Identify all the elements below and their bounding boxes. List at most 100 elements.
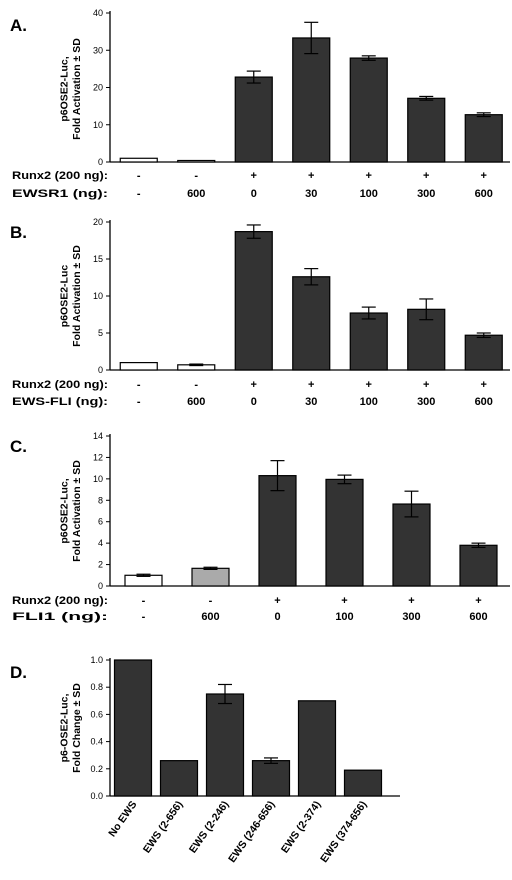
y-tick-label: 2 <box>98 560 103 570</box>
condition-label: EWSR1 (ng): <box>12 188 108 200</box>
y-tick-label: 0.6 <box>90 709 103 719</box>
x-category-label: EWS (2-374) <box>279 799 324 856</box>
condition-value: 30 <box>305 188 317 200</box>
bar <box>113 659 153 797</box>
condition-value: - <box>142 595 146 607</box>
condition-value: - <box>137 396 141 408</box>
condition-value: 0 <box>251 188 257 200</box>
y-tick-label: 1.0 <box>90 655 103 665</box>
y-tick-label: 10 <box>93 120 103 130</box>
bar <box>258 475 297 587</box>
bar <box>251 760 291 797</box>
condition-value: - <box>209 595 213 607</box>
y-tick-label: 40 <box>93 8 103 18</box>
bar <box>343 769 383 797</box>
condition-value: 30 <box>305 396 317 408</box>
x-category-label: EWS (2-246) <box>187 799 232 856</box>
condition-value: - <box>194 170 198 182</box>
condition-label: Runx2 (200 ng): <box>12 379 108 391</box>
y-tick-label: 12 <box>93 452 103 462</box>
y-axis-title: p6-OSE2-Luc,Fold Change ± SD <box>58 683 83 773</box>
chart-panel-4: D. p6-OSE2-Luc,Fold Change ± SD 0.0 0.2 0.4 0… <box>10 655 400 865</box>
bar <box>191 567 230 587</box>
x-category-label: EWS (374-656) <box>318 799 369 865</box>
bar <box>392 503 431 587</box>
panel-label: C. <box>10 437 27 456</box>
condition-value: - <box>137 170 141 182</box>
bar <box>459 544 498 587</box>
y-axis-title-line: p6OSE2-Luc, <box>58 56 70 121</box>
y-tick-label: 0 <box>98 365 103 375</box>
panel-label: B. <box>10 223 27 242</box>
condition-value: 0 <box>274 611 280 623</box>
condition-value: - <box>137 379 141 391</box>
condition-value: 600 <box>187 396 205 408</box>
y-axis-title: p6OSE2-Luc,Fold Activation ± SD <box>58 460 83 562</box>
bar <box>464 114 503 163</box>
condition-value: + <box>251 379 257 391</box>
condition-value: 300 <box>402 611 420 623</box>
y-tick-label: 14 <box>93 431 103 441</box>
condition-value: 100 <box>360 396 378 408</box>
y-tick-label: 0.0 <box>90 791 103 801</box>
y-axis-title-line: Fold Activation ± SD <box>71 460 83 562</box>
condition-value: 600 <box>469 611 487 623</box>
condition-value: - <box>194 379 198 391</box>
bar <box>177 159 216 163</box>
condition-value: + <box>408 595 414 607</box>
y-axis-title-line: Fold Change ± SD <box>71 683 83 773</box>
condition-value: 100 <box>360 188 378 200</box>
condition-value: + <box>366 170 372 182</box>
y-tick-label: 0 <box>98 581 103 591</box>
bar <box>407 97 446 163</box>
y-tick-label: 0.2 <box>90 764 103 774</box>
condition-label: Runx2 (200 ng): <box>12 170 108 182</box>
y-tick-label: 6 <box>98 517 103 527</box>
bar <box>325 478 364 587</box>
bar <box>297 700 337 797</box>
bar <box>464 334 503 371</box>
chart-panel-3: C. p6OSE2-Luc,Fold Activation ± SD 0 2 4 6 8 10… <box>10 431 510 623</box>
condition-value: + <box>423 170 429 182</box>
y-axis-title-line: p6-OSE2-Luc, <box>58 694 70 763</box>
condition-value: - <box>137 188 141 200</box>
condition-value: + <box>475 595 481 607</box>
y-tick-label: 0.8 <box>90 682 103 692</box>
condition-value: 300 <box>417 396 435 408</box>
y-tick-label: 0.4 <box>90 737 103 747</box>
condition-label: FLI1 (ng): <box>12 611 108 623</box>
condition-value: + <box>308 170 314 182</box>
bar <box>292 276 331 371</box>
y-tick-label: 20 <box>93 83 103 93</box>
y-tick-label: 15 <box>93 254 103 264</box>
condition-value: 600 <box>187 188 205 200</box>
condition-value: + <box>251 170 257 182</box>
y-tick-label: 5 <box>98 328 103 338</box>
bar <box>205 693 245 797</box>
condition-label: Runx2 (200 ng): <box>12 595 108 607</box>
y-tick-label: 0 <box>98 157 103 167</box>
y-axis-title-line: p6OSE2-Luc, <box>58 478 70 543</box>
chart-panel-1: A. p6OSE2-Luc,Fold Activation ± SD 0 10 20 30… <box>10 8 510 200</box>
x-category-label: EWS (2-656) <box>141 799 186 856</box>
condition-value: 100 <box>335 611 353 623</box>
condition-value: + <box>481 379 487 391</box>
y-tick-label: 10 <box>93 291 103 301</box>
condition-value: + <box>481 170 487 182</box>
y-tick-label: 4 <box>98 538 103 548</box>
bar <box>234 231 273 371</box>
y-axis-title: p6OSE2-Luc,Fold Activation ± SD <box>58 38 83 140</box>
condition-value: - <box>142 611 146 623</box>
panel-label: A. <box>10 16 27 35</box>
y-tick-label: 20 <box>93 217 103 227</box>
bar <box>292 37 331 163</box>
x-category-label: No EWS <box>106 799 139 839</box>
condition-label: EWS-FLI (ng): <box>12 396 108 408</box>
bar <box>119 157 158 163</box>
y-tick-label: 8 <box>98 495 103 505</box>
condition-value: 600 <box>475 188 493 200</box>
chart-panel-2: B. p6OSE2-LucFold Activation ± SD 0 5 10 15 20… <box>10 217 510 408</box>
panel-label: D. <box>10 663 27 682</box>
bar <box>159 760 199 797</box>
